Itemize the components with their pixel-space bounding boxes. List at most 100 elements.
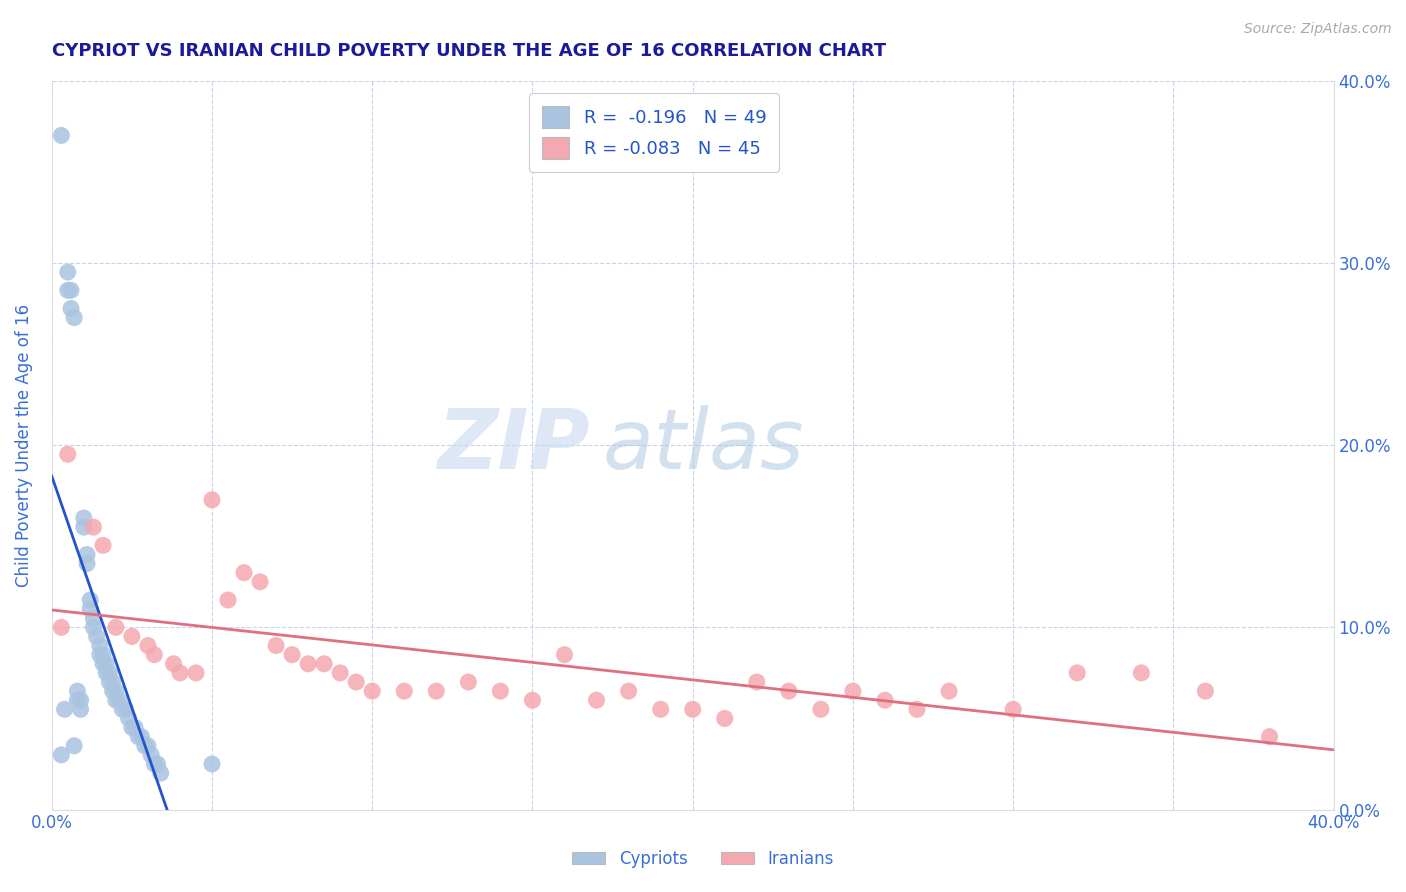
Point: [59, 301, 82, 316]
Point: [127, 730, 149, 744]
Legend: Cypriots, Iranians: Cypriots, Iranians: [565, 844, 841, 875]
Point: [425, 684, 447, 698]
Point: [114, 702, 136, 716]
Point: [905, 702, 928, 716]
Point: [394, 684, 416, 698]
Point: [104, 684, 127, 698]
Point: [585, 693, 607, 707]
Point: [650, 702, 672, 716]
Point: [778, 684, 800, 698]
Point: [76, 548, 98, 562]
Point: [69, 702, 91, 716]
Point: [1002, 702, 1025, 716]
Point: [136, 639, 159, 653]
Point: [101, 675, 124, 690]
Point: [66, 693, 89, 707]
Point: [329, 665, 352, 680]
Point: [233, 566, 256, 580]
Point: [217, 593, 239, 607]
Point: [682, 702, 704, 716]
Point: [136, 739, 159, 753]
Point: [108, 693, 131, 707]
Point: [745, 675, 768, 690]
Point: [1194, 684, 1216, 698]
Point: [82, 611, 104, 625]
Text: atlas: atlas: [603, 405, 804, 485]
Point: [82, 520, 104, 534]
Point: [149, 766, 172, 780]
Point: [73, 520, 96, 534]
Point: [134, 739, 156, 753]
Point: [201, 492, 224, 507]
Point: [104, 620, 127, 634]
Point: [842, 684, 865, 698]
Point: [69, 693, 91, 707]
Point: [111, 702, 134, 716]
Point: [169, 665, 191, 680]
Point: [713, 711, 735, 725]
Point: [59, 283, 82, 297]
Point: [89, 648, 111, 662]
Point: [56, 283, 79, 297]
Point: [810, 702, 832, 716]
Point: [139, 747, 162, 762]
Point: [1130, 665, 1153, 680]
Point: [938, 684, 960, 698]
Point: [51, 620, 73, 634]
Point: [51, 128, 73, 143]
Point: [143, 756, 166, 771]
Point: [124, 721, 146, 735]
Point: [98, 675, 121, 690]
Point: [617, 684, 640, 698]
Point: [873, 693, 896, 707]
Legend: R =  -0.196   N = 49, R = -0.083   N = 45: R = -0.196 N = 49, R = -0.083 N = 45: [530, 94, 779, 172]
Point: [146, 756, 169, 771]
Point: [281, 648, 304, 662]
Point: [82, 620, 104, 634]
Point: [51, 747, 73, 762]
Point: [96, 657, 118, 671]
Point: [101, 684, 124, 698]
Point: [66, 684, 89, 698]
Point: [104, 693, 127, 707]
Point: [56, 265, 79, 279]
Point: [314, 657, 336, 671]
Point: [249, 574, 271, 589]
Point: [344, 675, 367, 690]
Point: [522, 693, 544, 707]
Point: [489, 684, 512, 698]
Point: [184, 665, 207, 680]
Point: [91, 657, 114, 671]
Point: [86, 630, 108, 644]
Point: [63, 739, 86, 753]
Point: [1258, 730, 1281, 744]
Point: [121, 721, 143, 735]
Point: [201, 756, 224, 771]
Point: [118, 711, 141, 725]
Point: [264, 639, 287, 653]
Point: [121, 630, 143, 644]
Point: [73, 511, 96, 525]
Point: [96, 665, 118, 680]
Point: [131, 730, 153, 744]
Point: [53, 702, 76, 716]
Point: [143, 648, 166, 662]
Point: [91, 648, 114, 662]
Point: [91, 538, 114, 552]
Point: [79, 593, 101, 607]
Point: [297, 657, 319, 671]
Point: [361, 684, 384, 698]
Point: [1066, 665, 1088, 680]
Text: ZIP: ZIP: [437, 405, 591, 485]
Point: [79, 602, 101, 616]
Point: [98, 665, 121, 680]
Text: CYPRIOT VS IRANIAN CHILD POVERTY UNDER THE AGE OF 16 CORRELATION CHART: CYPRIOT VS IRANIAN CHILD POVERTY UNDER T…: [52, 42, 886, 60]
Point: [457, 675, 479, 690]
Point: [56, 447, 79, 461]
Point: [162, 657, 184, 671]
Point: [63, 310, 86, 325]
Text: Source: ZipAtlas.com: Source: ZipAtlas.com: [1244, 22, 1392, 37]
Point: [89, 639, 111, 653]
Point: [553, 648, 575, 662]
Point: [76, 557, 98, 571]
